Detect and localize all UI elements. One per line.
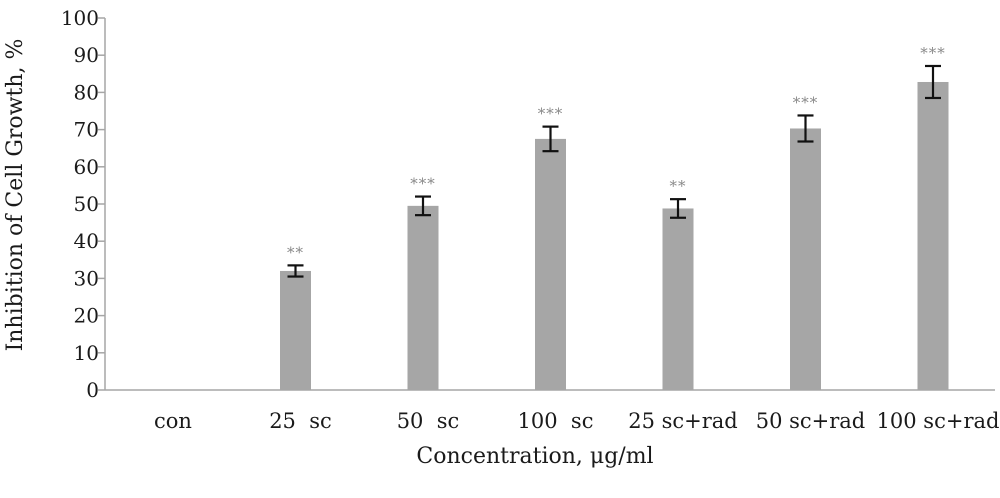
x-tick-label: con [154, 409, 192, 433]
x-tick-label: 25 sc+rad [628, 409, 738, 433]
bar [407, 205, 439, 390]
significance-label: *** [538, 105, 564, 123]
y-tick-label: 30 [74, 266, 99, 290]
y-axis-ticks: 0 10 20 30 40 50 60 70 80 90 100 [61, 6, 105, 402]
error-bar [542, 125, 559, 153]
x-tick-label: 25 sc [269, 409, 332, 433]
error-bar [925, 64, 941, 100]
significance-label: ** [287, 243, 304, 261]
y-tick-label: 100 [61, 6, 99, 30]
bar [280, 270, 311, 390]
x-axis-categories: con 25 sc 50 sc 100 sc 25 sc+rad 50 sc+rad 100… [154, 409, 999, 433]
bar [662, 208, 694, 390]
bar [790, 128, 821, 390]
bar [917, 81, 949, 390]
x-tick-label: 100 sc+rad [877, 409, 1000, 433]
y-tick-label: 40 [74, 229, 99, 253]
x-tick-label: 50 sc+rad [756, 409, 866, 433]
y-tick-label: 70 [74, 118, 99, 142]
error-bar [670, 198, 686, 219]
bar [535, 138, 566, 390]
significance-label: *** [793, 93, 819, 111]
y-tick-label: 20 [74, 304, 99, 328]
x-tick-label: 100 sc [518, 409, 594, 433]
error-bar [797, 114, 814, 143]
x-tick-label: 50 sc [397, 409, 460, 433]
significance-label: *** [410, 175, 436, 193]
error-bars [287, 64, 941, 278]
bars [280, 81, 949, 390]
error-bar [415, 195, 431, 217]
y-tick-label: 50 [74, 192, 99, 216]
y-tick-label: 60 [74, 155, 99, 179]
y-tick-label: 10 [74, 341, 99, 365]
x-axis-title: Concentration, μg/ml [416, 444, 653, 469]
significance-label: *** [920, 44, 946, 62]
significance-labels: **************** [287, 44, 946, 261]
y-tick-label: 0 [86, 378, 99, 402]
y-tick-label: 90 [74, 43, 99, 67]
y-tick-label: 80 [74, 80, 99, 104]
significance-label: ** [670, 177, 687, 195]
y-axis-title: Inhibition of Cell Growth, % [3, 39, 28, 352]
error-bar [287, 264, 304, 278]
